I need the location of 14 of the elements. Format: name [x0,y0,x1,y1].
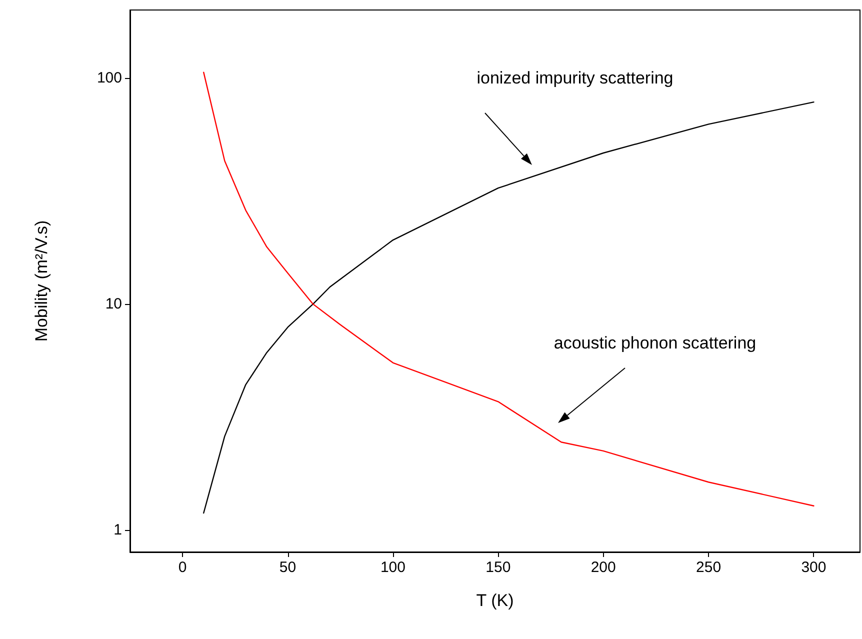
annotation: ionized impurity scattering [476,68,674,88]
x-tick-label: 0 [178,559,187,576]
y-tick-label: 100 [96,70,122,87]
x-axis-title: T (K) [476,591,514,610]
x-tick-label: 100 [380,559,406,576]
y-tick-label: 10 [105,296,122,313]
annotation: acoustic phonon scattering [554,334,756,352]
x-tick-label: 250 [696,559,722,576]
x-tick-label: 200 [590,559,616,576]
y-tick-label: 1 [114,522,122,539]
x-tick-label: 150 [486,559,511,576]
x-tick-label: 300 [801,559,826,576]
y-axis-title: Mobility (m²/V.s) [32,220,51,342]
x-tick-label: 50 [279,559,296,576]
